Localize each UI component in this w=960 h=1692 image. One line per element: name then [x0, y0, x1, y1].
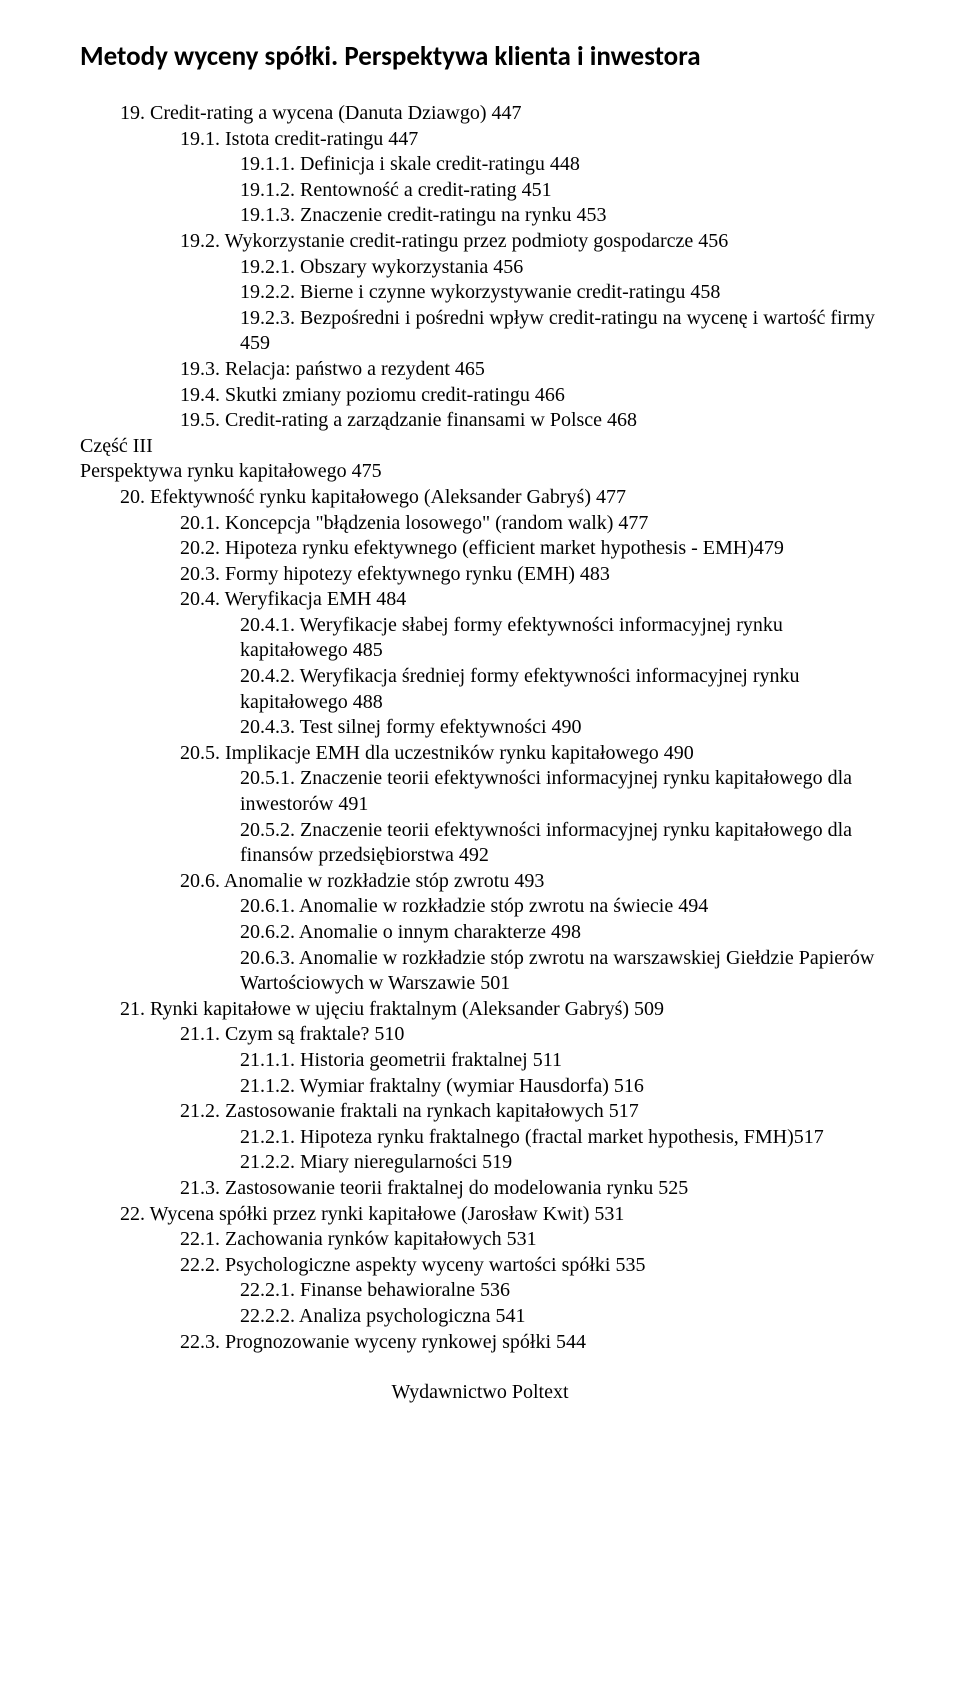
toc-line: 20.2. Hipoteza rynku efektywnego (effici… — [180, 536, 880, 562]
toc-line: 19.2.1. Obszary wykorzystania 456 — [240, 255, 880, 281]
toc-line: 20.4.1. Weryfikacje słabej formy efektyw… — [240, 613, 880, 664]
toc-line: 20.3. Formy hipotezy efektywnego rynku (… — [180, 562, 880, 588]
toc-line: 21. Rynki kapitałowe w ujęciu fraktalnym… — [120, 997, 880, 1023]
toc-line: 20.6.2. Anomalie o innym charakterze 498 — [240, 920, 880, 946]
toc-line: 20.4. Weryfikacja EMH 484 — [180, 587, 880, 613]
toc-line: Perspektywa rynku kapitałowego 475 — [80, 459, 880, 485]
publisher-footer: Wydawnictwo Poltext — [80, 1381, 880, 1404]
toc-line: 21.2.1. Hipoteza rynku fraktalnego (frac… — [240, 1125, 880, 1151]
toc-line: 19.1.2. Rentowność a credit-rating 451 — [240, 178, 880, 204]
toc-line: 20.6. Anomalie w rozkładzie stóp zwrotu … — [180, 869, 880, 895]
toc-line: 21.2.2. Miary nieregularności 519 — [240, 1150, 880, 1176]
toc-line: 21.1.1. Historia geometrii fraktalnej 51… — [240, 1048, 880, 1074]
document-page: Metody wyceny spółki. Perspektywa klient… — [0, 0, 960, 1434]
toc-line: 22.2. Psychologiczne aspekty wyceny wart… — [180, 1253, 880, 1279]
toc-line: 20. Efektywność rynku kapitałowego (Alek… — [120, 485, 880, 511]
toc-line: Część III — [80, 434, 880, 460]
toc-line: 20.4.3. Test silnej formy efektywności 4… — [240, 715, 880, 741]
toc-line: 22.2.2. Analiza psychologiczna 541 — [240, 1304, 880, 1330]
toc-line: 21.1. Czym są fraktale? 510 — [180, 1022, 880, 1048]
toc-line: 22.2.1. Finanse behawioralne 536 — [240, 1278, 880, 1304]
toc-line: 20.5. Implikacje EMH dla uczestników ryn… — [180, 741, 880, 767]
toc-line: 19.2. Wykorzystanie credit-ratingu przez… — [180, 229, 880, 255]
toc-line: 19.1. Istota credit-ratingu 447 — [180, 127, 880, 153]
toc-line: 22. Wycena spółki przez rynki kapitałowe… — [120, 1202, 880, 1228]
page-title: Metody wyceny spółki. Perspektywa klient… — [80, 40, 880, 73]
toc-line: 19.1.1. Definicja i skale credit-ratingu… — [240, 152, 880, 178]
toc-line: 19. Credit-rating a wycena (Danuta Dziaw… — [120, 101, 880, 127]
toc-line: 21.3. Zastosowanie teorii fraktalnej do … — [180, 1176, 880, 1202]
toc-line: 21.1.2. Wymiar fraktalny (wymiar Hausdor… — [240, 1074, 880, 1100]
toc-line: 19.2.3. Bezpośredni i pośredni wpływ cre… — [240, 306, 880, 357]
toc-line: 21.2. Zastosowanie fraktali na rynkach k… — [180, 1099, 880, 1125]
toc-line: 19.2.2. Bierne i czynne wykorzystywanie … — [240, 280, 880, 306]
toc-line: 19.1.3. Znaczenie credit-ratingu na rynk… — [240, 203, 880, 229]
toc-line: 19.5. Credit-rating a zarządzanie finans… — [180, 408, 880, 434]
toc-content: 19. Credit-rating a wycena (Danuta Dziaw… — [80, 101, 880, 1355]
toc-line: 22.1. Zachowania rynków kapitałowych 531 — [180, 1227, 880, 1253]
toc-line: 19.4. Skutki zmiany poziomu credit-ratin… — [180, 383, 880, 409]
toc-line: 19.3. Relacja: państwo a rezydent 465 — [180, 357, 880, 383]
toc-line: 20.6.1. Anomalie w rozkładzie stóp zwrot… — [240, 894, 880, 920]
toc-line: 20.5.1. Znaczenie teorii efektywności in… — [240, 766, 880, 817]
toc-line: 22.3. Prognozowanie wyceny rynkowej spół… — [180, 1330, 880, 1356]
toc-line: 20.1. Koncepcja "błądzenia losowego" (ra… — [180, 511, 880, 537]
toc-line: 20.4.2. Weryfikacja średniej formy efekt… — [240, 664, 880, 715]
toc-line: 20.5.2. Znaczenie teorii efektywności in… — [240, 818, 880, 869]
toc-line: 20.6.3. Anomalie w rozkładzie stóp zwrot… — [240, 946, 880, 997]
